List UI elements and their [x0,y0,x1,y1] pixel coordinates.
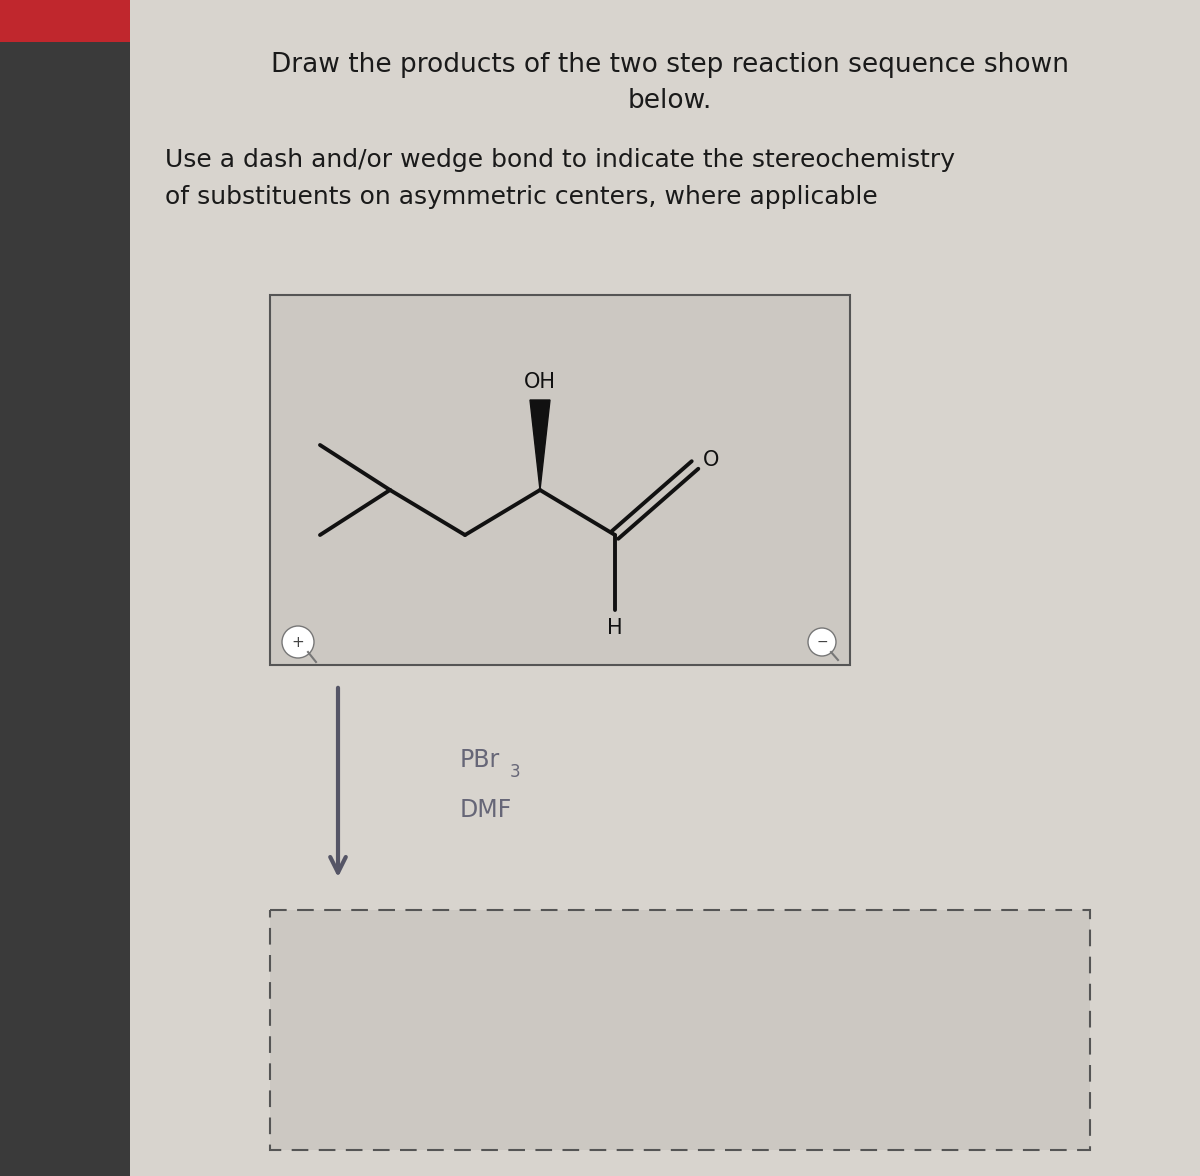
Text: Use a dash and/or wedge bond to indicate the stereochemistry: Use a dash and/or wedge bond to indicate… [166,148,955,172]
Text: OH: OH [524,372,556,392]
Bar [270,910,1090,1150]
Polygon shape [530,400,550,490]
Circle shape [282,626,314,659]
Bar [270,295,850,664]
Text: DMF: DMF [460,799,512,822]
Text: 3: 3 [510,763,521,781]
Text: H: H [607,619,623,639]
Text: below.: below. [628,88,712,114]
Bar [0,0,130,1176]
Circle shape [808,628,836,656]
Text: of substituents on asymmetric centers, where applicable: of substituents on asymmetric centers, w… [166,185,877,209]
Bar [0,0,130,42]
Text: +: + [292,635,305,649]
Text: O: O [703,450,719,470]
Text: Draw the products of the two step reaction sequence shown: Draw the products of the two step reacti… [271,52,1069,78]
Text: PBr: PBr [460,748,500,771]
Text: −: − [816,635,828,649]
Bar [130,0,1200,1176]
